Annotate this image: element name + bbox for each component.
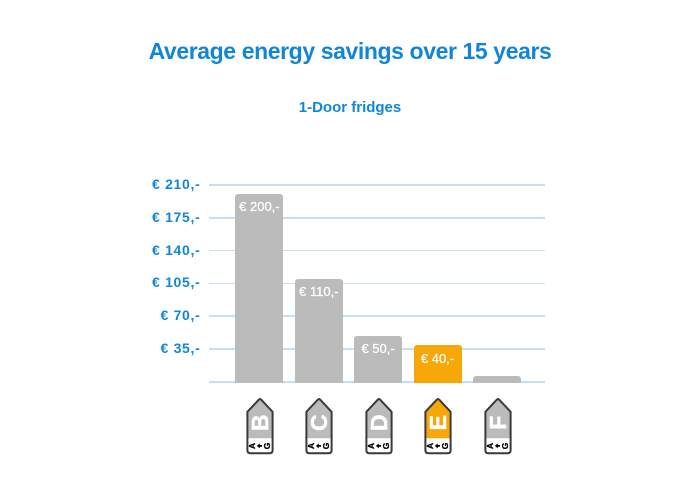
svg-text:C: C — [306, 414, 332, 431]
svg-text:A: A — [366, 443, 376, 449]
svg-text:G: G — [322, 442, 332, 449]
svg-text:A: A — [307, 443, 317, 449]
svg-text:G: G — [381, 442, 391, 449]
svg-text:E: E — [425, 415, 451, 430]
svg-text:G: G — [262, 442, 272, 449]
svg-text:A: A — [485, 443, 495, 449]
svg-text:G: G — [500, 442, 510, 449]
svg-text:A: A — [247, 443, 257, 449]
svg-text:D: D — [366, 414, 392, 431]
svg-text:F: F — [485, 416, 511, 430]
svg-text:B: B — [247, 414, 273, 431]
svg-text:A: A — [425, 443, 435, 449]
svg-text:G: G — [440, 442, 450, 449]
